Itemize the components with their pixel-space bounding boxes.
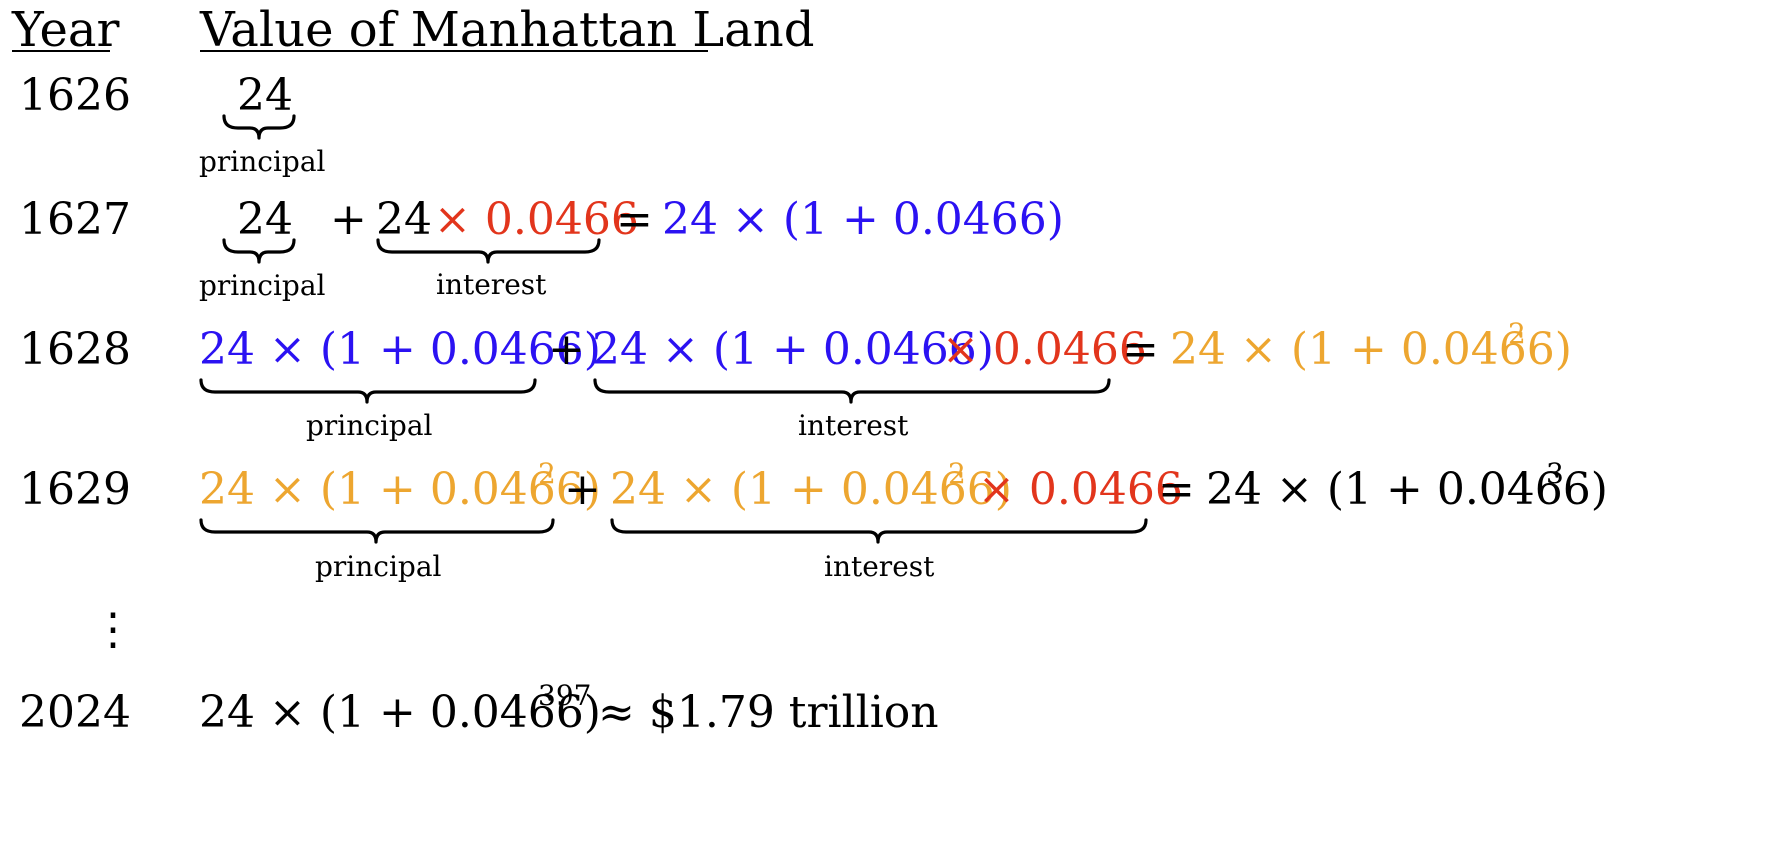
year-1627: 1627 [19,194,131,245]
value-header-underline [200,50,708,52]
expression-2024-exponent: 397 [538,679,592,712]
brace-principal-1629 [199,518,555,544]
equals-1628: = [1122,324,1159,375]
plus-1628: + [548,324,585,375]
brace-interest-1628 [593,378,1111,404]
year-1628: 1628 [19,324,131,375]
label-principal-1626: principal [199,145,326,178]
result-1628: 24 × (1 + 0.0466) [1170,324,1572,375]
label-interest-1628: interest [798,409,909,442]
principal-1629-exponent: 2 [538,457,556,490]
plus-1627: + [330,194,367,245]
year-header: Year [12,2,120,58]
year-2024: 2024 [19,687,131,738]
principal-1628: 24 × (1 + 0.0466) [199,324,601,375]
value-header: Value of Manhattan Land [200,2,815,58]
equals-1627: = [616,194,653,245]
label-interest-1627: interest [436,268,547,301]
label-principal-1627: principal [199,269,326,302]
vertical-ellipsis: ⋮ [91,604,135,655]
label-principal-1628: principal [306,409,433,442]
label-principal-1629: principal [315,550,442,583]
principal-1627: 24 [237,194,293,245]
interest-rate-1627: × 0.0466 [434,194,639,245]
interest-rate-1628: × 0.0466 [942,324,1147,375]
principal-1629: 24 × (1 + 0.0466) [199,464,601,515]
principal-1626: 24 [237,70,293,121]
brace-principal-1626 [222,114,296,140]
result-1629-exponent: 3 [1546,457,1564,490]
interest-base-1628: 24 × (1 + 0.0466) [592,324,994,375]
interest-base-1627: 24 [376,194,432,245]
result-2024: ≈ $1.79 trillion [598,687,939,738]
year-1626: 1626 [19,70,131,121]
brace-principal-1627 [222,238,296,264]
interest-base-1629-exponent: 2 [948,457,966,490]
result-1629: 24 × (1 + 0.0466) [1206,464,1608,515]
brace-principal-1628 [199,378,537,404]
interest-rate-1629: × 0.0466 [978,464,1183,515]
label-interest-1629: interest [824,550,935,583]
brace-interest-1627 [376,238,601,264]
plus-1629: + [564,464,601,515]
result-1627: 24 × (1 + 0.0466) [662,194,1064,245]
expression-2024: 24 × (1 + 0.0466) [199,687,601,738]
year-header-underline [12,50,110,52]
result-1628-exponent: 2 [1508,317,1526,350]
brace-interest-1629 [610,518,1148,544]
equals-1629: = [1158,464,1195,515]
interest-base-1629: 24 × (1 + 0.0466) [610,464,1012,515]
year-1629: 1629 [19,464,131,515]
